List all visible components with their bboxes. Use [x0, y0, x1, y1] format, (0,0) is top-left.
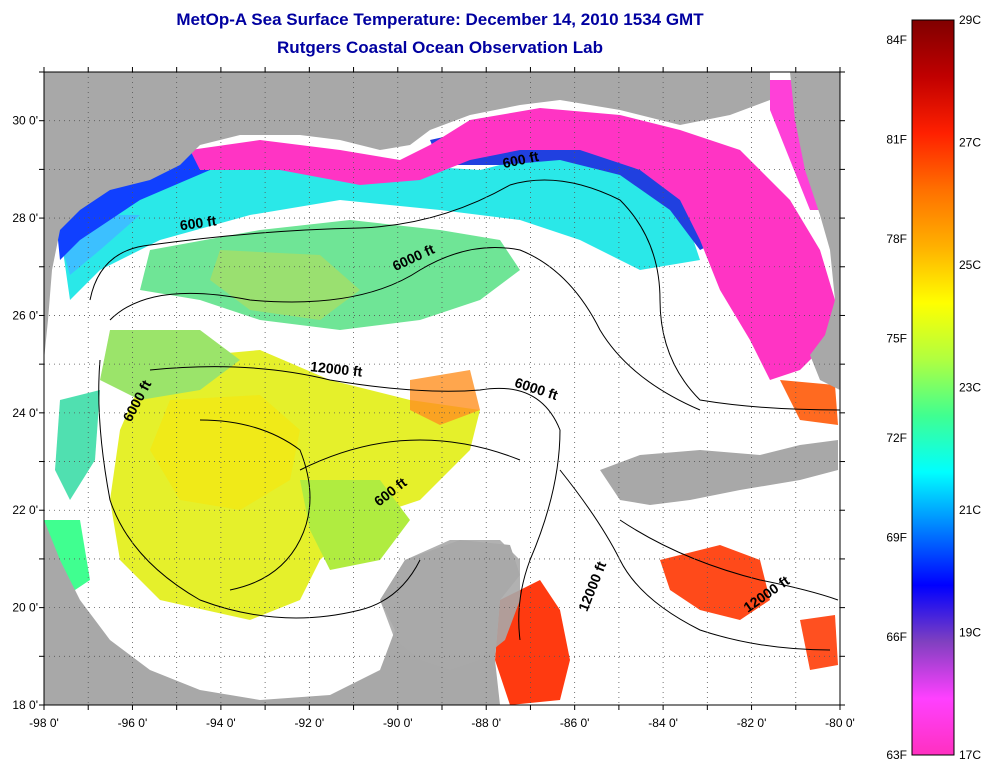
contour-label: 12000 ft [310, 358, 364, 379]
lat-lon-grid [44, 72, 840, 705]
colorbar [911, 19, 955, 756]
lat-tick-label: 20 0' [12, 601, 38, 615]
lon-tick-label: -90 0' [383, 716, 413, 730]
colorbar-f-label: 69F [886, 531, 907, 545]
lon-tick-label: -84 0' [648, 716, 678, 730]
land-cuba [600, 440, 838, 505]
lat-tick-label: 22 0' [12, 503, 38, 517]
lat-tick-label: 30 0' [12, 114, 38, 128]
colorbar-f-label: 78F [886, 232, 907, 246]
land-us-coast [44, 72, 770, 360]
lon-tick-label: -88 0' [471, 716, 501, 730]
colorbar-labels: 84F 81F 78F 75F 72F 69F 66F 63F 29C 27C 25C 23C 21C 1… [886, 13, 981, 762]
colorbar-f-label: 84F [886, 33, 907, 47]
land [44, 72, 840, 705]
land-yucatan [380, 540, 520, 670]
colorbar-c-label: 21C [959, 503, 981, 517]
map-subtitle: Rutgers Coastal Ocean Observation Lab [277, 38, 603, 57]
map-title: MetOp-A Sea Surface Temperature: Decembe… [176, 10, 704, 29]
lon-tick-label: -80 0' [825, 716, 855, 730]
colorbar-f-label: 81F [886, 133, 907, 147]
lon-tick-label: -82 0' [737, 716, 767, 730]
lon-tick-label: -96 0' [118, 716, 148, 730]
lon-tick-label: -94 0' [206, 716, 236, 730]
contour-label: 600 ft [501, 148, 540, 171]
colorbar-f-label: 63F [886, 748, 907, 762]
latitude-axis: 30 0' 28 0' 26 0' 24 0' 22 0' 20 0' 18 0' [12, 71, 845, 712]
colorbar-c-label: 29C [959, 13, 981, 27]
lon-tick-label: -92 0' [295, 716, 325, 730]
lat-tick-label: 18 0' [12, 698, 38, 712]
lon-tick-label: -98 0' [29, 716, 59, 730]
land-mexico-west [44, 520, 520, 705]
lat-tick-label: 26 0' [12, 308, 38, 322]
contour-label: 600 ft [179, 212, 218, 233]
bathymetry-contours [89, 179, 840, 651]
colorbar-f-label: 72F [886, 431, 907, 445]
longitude-axis: -98 0' -96 0' -94 0' -92 0' -90 0' -88 0' -86 … [29, 67, 855, 730]
lat-tick-label: 28 0' [12, 211, 38, 225]
lon-tick-label: -86 0' [560, 716, 590, 730]
colorbar-f-label: 75F [886, 332, 907, 346]
colorbar-c-label: 19C [959, 626, 981, 640]
land-florida [790, 72, 840, 390]
sst-field [44, 80, 838, 705]
colorbar-c-label: 17C [959, 748, 981, 762]
colorbar-f-label: 66F [886, 630, 907, 644]
colorbar-c-label: 25C [959, 258, 981, 272]
lat-tick-label: 24 0' [12, 406, 38, 420]
colorbar-c-label: 27C [959, 136, 981, 150]
colorbar-c-label: 23C [959, 381, 981, 395]
